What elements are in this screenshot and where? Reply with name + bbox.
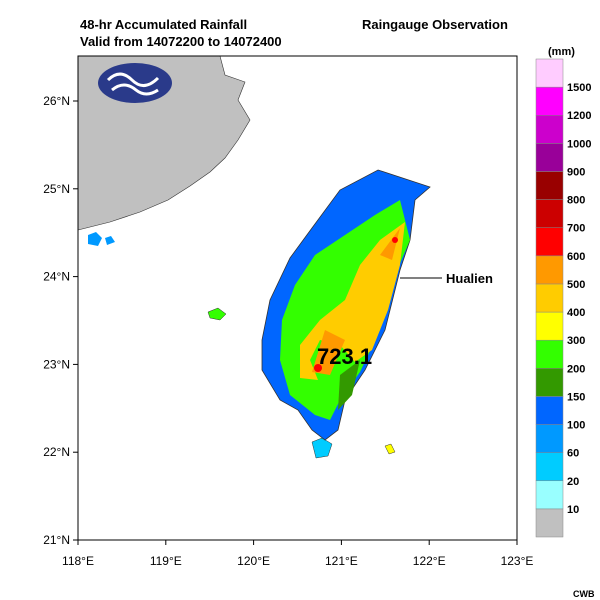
colorbar-box [535, 311, 564, 341]
colorbar-box [535, 396, 564, 425]
lon-label: 120°E [237, 554, 270, 568]
lat-label: 21°N [43, 533, 70, 547]
colorbar-box [535, 86, 564, 116]
colorbar-label: 800 [567, 195, 585, 207]
colorbar-box [535, 114, 564, 144]
colorbar-label: 20 [567, 476, 579, 488]
island [88, 232, 115, 246]
rain-500-600 [312, 228, 400, 375]
map-frame [77, 55, 518, 541]
rain-150-200 [338, 360, 360, 410]
map-area: 723.1 Hualien [77, 55, 518, 541]
colorbar-label: 600 [567, 251, 585, 263]
colorbar-box [535, 339, 564, 369]
lon-label: 123°E [501, 554, 534, 568]
right-title: Raingauge Observation [362, 17, 508, 32]
island [207, 307, 227, 321]
colorbar-box [535, 480, 564, 510]
colorbar-box [535, 58, 564, 88]
colorbar-label: 60 [567, 448, 579, 460]
colorbar-box [535, 255, 564, 285]
rain-max [314, 364, 322, 372]
colorbar-box [535, 171, 564, 200]
lon-label: 119°E [150, 554, 182, 568]
lat-label: 24°N [43, 270, 70, 284]
colorbar-box [535, 508, 564, 538]
colorbar-label: 1500 [567, 82, 591, 94]
credit: CWB [573, 589, 595, 599]
title-line: 48-hr Accumulated Rainfall [80, 17, 247, 32]
lat-label: 22°N [43, 445, 70, 459]
logo-swirl [106, 72, 160, 96]
unit: (mm) [548, 46, 575, 58]
lon-label: 118°E [62, 554, 94, 568]
rain-max [392, 237, 398, 243]
max-value: 723.1 [317, 344, 372, 369]
colorbar-box [535, 368, 564, 397]
lat-label: 26°N [43, 94, 70, 108]
station-label: Hualien [446, 271, 493, 286]
colorbar-label: 150 [567, 391, 585, 403]
colorbar-label: 1200 [567, 110, 591, 122]
colorbar-label: 400 [567, 307, 585, 319]
colorbar-box [535, 199, 564, 228]
colorbar-label: 100 [567, 420, 585, 432]
colorbar-label: 300 [567, 335, 585, 347]
colorbar-label: 900 [567, 166, 585, 178]
colorbar-box [535, 227, 564, 257]
colorbar-label: 500 [567, 279, 585, 291]
colorbar-label: 10 [567, 504, 579, 516]
colorbar-box [535, 283, 564, 313]
lon-label: 122°E [413, 554, 446, 568]
island [311, 437, 333, 459]
lat-label: 23°N [43, 357, 70, 371]
colorbar-box [535, 452, 564, 482]
colorbar-box [535, 143, 564, 172]
title-line: Valid from 14072200 to 14072400 [80, 34, 282, 49]
colorbar-label: 700 [567, 223, 585, 235]
colorbar-label: 200 [567, 363, 585, 375]
lon-label: 121°E [325, 554, 358, 568]
colorbar-label: 1000 [567, 138, 591, 150]
colorbar-box [535, 424, 564, 453]
island [384, 443, 396, 455]
lat-label: 25°N [43, 182, 70, 196]
